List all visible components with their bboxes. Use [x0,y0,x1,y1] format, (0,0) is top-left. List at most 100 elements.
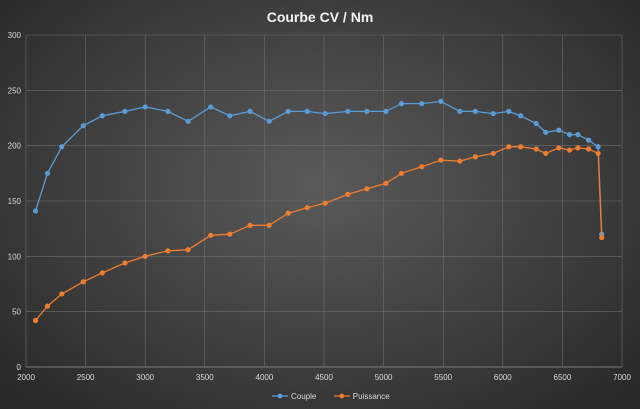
x-tick-label: 2500 [77,373,95,382]
data-point [383,108,389,114]
data-point [543,150,549,157]
data-point [99,113,105,119]
data-point [566,147,573,153]
data-point [227,113,233,119]
series-group [32,98,605,324]
x-tick-label: 5500 [434,373,452,382]
data-point [266,222,272,228]
data-point [398,101,405,107]
data-point [457,108,463,114]
data-point [80,279,86,285]
data-point [518,113,524,119]
data-point [44,303,51,309]
data-point [438,98,444,104]
y-tick-label: 250 [8,86,22,95]
data-point [185,247,191,253]
data-point [322,200,328,206]
x-tick-label: 2000 [17,373,35,382]
data-point [556,127,562,133]
legend-label: Couple [291,392,317,401]
x-tick-label: 6500 [554,373,572,382]
data-point [304,205,310,211]
series-line [34,100,603,235]
legend-item-couple: Couple [272,392,317,401]
data-point [533,146,539,152]
x-tick-label: 3500 [196,373,214,382]
data-point [506,108,512,114]
data-point [457,158,463,164]
data-point [165,248,171,254]
data-point [285,210,291,216]
data-point [472,108,478,114]
data-point [599,234,605,241]
axes: 2000 2500 3000 3500 4000 4500 5000 5500 6000 6500… [8,31,632,382]
x-tick-label: 4500 [315,373,333,382]
data-point [556,145,562,151]
chart-title: Courbe CV / Nm [267,9,374,25]
x-tick-label: 7000 [613,373,631,382]
x-tick-label: 5000 [375,373,393,382]
data-point [322,110,328,117]
y-tick-label: 50 [12,308,21,317]
data-point [208,104,214,110]
data-point [32,317,39,324]
data-point [122,260,128,266]
data-point [575,145,581,151]
data-point [506,144,512,150]
data-point [566,132,573,138]
legend-marker [339,393,345,399]
data-point [419,101,425,107]
data-point [285,108,291,114]
x-tick-label: 6000 [494,373,512,382]
data-point [266,118,272,124]
data-point [438,157,444,163]
series-line [35,146,603,321]
legend-item-puissance: Puissance [333,392,390,401]
y-tick-label: 150 [8,197,22,206]
series-puissance [32,144,605,324]
data-point [32,208,39,214]
data-point [142,253,148,259]
y-tick-label: 300 [8,31,22,40]
data-point [364,108,370,114]
data-point [490,150,496,157]
data-point [44,170,51,176]
data-point [208,232,214,238]
legend-label: Puissance [353,392,390,401]
x-tick-label: 3000 [136,373,154,382]
data-point [398,170,405,176]
data-point [543,129,549,135]
series-couple [32,98,605,237]
data-point [122,108,128,114]
data-point [247,222,253,228]
y-tick-label: 0 [17,363,22,372]
data-point [165,108,171,114]
y-tick-label: 200 [8,142,22,151]
y-tick-label: 100 [8,252,22,261]
data-point [59,291,65,297]
legend: Couple Puissance [272,392,390,401]
data-point [419,164,425,170]
data-point [345,191,351,197]
data-point [59,144,65,150]
data-point [345,108,351,114]
data-point [595,144,601,150]
data-point [383,180,389,186]
data-point [595,150,601,157]
data-point [518,144,524,150]
data-point [575,132,581,138]
data-point [586,146,592,152]
data-point [227,231,233,237]
data-point [185,118,191,124]
data-point [533,120,539,127]
data-point [142,104,148,110]
data-point [247,108,253,114]
x-tick-label: 4000 [256,373,274,382]
data-point [99,270,105,276]
legend-marker [277,393,283,399]
data-point [304,108,310,114]
data-point [490,110,496,117]
data-point [364,186,370,192]
data-point [586,137,592,143]
